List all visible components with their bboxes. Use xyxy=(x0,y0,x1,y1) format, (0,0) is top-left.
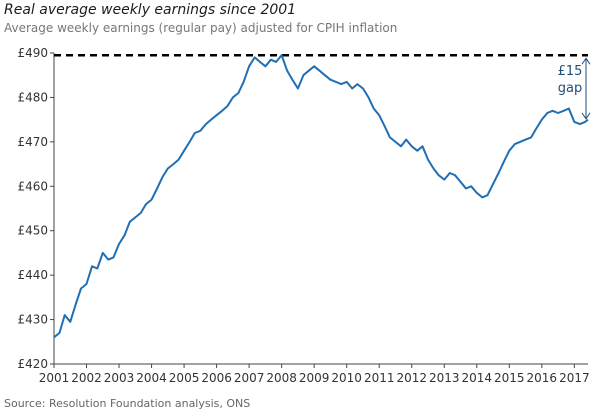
y-tick-label: £420 xyxy=(17,357,48,371)
x-tick-label: 2009 xyxy=(299,371,330,385)
x-tick-label: 2016 xyxy=(527,371,558,385)
x-tick-label: 2008 xyxy=(266,371,297,385)
x-tick-label: 2006 xyxy=(201,371,232,385)
x-tick-label: 2002 xyxy=(71,371,102,385)
x-tick-label: 2005 xyxy=(169,371,200,385)
y-tick-label: £430 xyxy=(17,313,48,327)
chart-subtitle: Average weekly earnings (regular pay) ad… xyxy=(4,21,398,35)
x-tick-label: 2001 xyxy=(39,371,70,385)
x-tick-label: 2007 xyxy=(234,371,265,385)
gap-arrow-head-top xyxy=(581,57,591,65)
y-tick-label: £470 xyxy=(17,135,48,149)
x-tick-label: 2003 xyxy=(104,371,135,385)
gap-arrow-head-bottom xyxy=(581,112,591,120)
gap-amount-label: £15 xyxy=(558,64,583,79)
source-note: Source: Resolution Foundation analysis, … xyxy=(4,397,251,410)
x-tick-label: 2015 xyxy=(494,371,525,385)
x-tick-label: 2011 xyxy=(364,371,395,385)
x-tick-label: 2012 xyxy=(396,371,427,385)
series-line xyxy=(53,54,589,339)
y-axis-ticks: £420 £430 £440 £450 £460 £470 £480 £490 xyxy=(17,46,54,371)
series-group xyxy=(53,54,589,339)
x-axis-ticks: 2001 2002 2003 2004 2005 2006 2007 2008 2009 2010… xyxy=(39,364,590,385)
gap-word-label: gap xyxy=(558,81,582,96)
chart-title: Real average weekly earnings since 2001 xyxy=(4,2,297,18)
y-tick-label: £460 xyxy=(17,179,48,193)
x-tick-label: 2004 xyxy=(136,371,167,385)
x-tick-label: 2010 xyxy=(331,371,362,385)
y-tick-label: £440 xyxy=(17,268,48,282)
y-tick-label: £480 xyxy=(17,90,48,104)
x-tick-label: 2017 xyxy=(559,371,590,385)
gap-annotation: £15 gap xyxy=(558,57,591,120)
y-tick-label: £490 xyxy=(17,46,48,60)
x-tick-label: 2014 xyxy=(462,371,493,385)
axes xyxy=(53,53,588,365)
x-tick-label: 2013 xyxy=(429,371,460,385)
y-tick-label: £450 xyxy=(17,224,48,238)
